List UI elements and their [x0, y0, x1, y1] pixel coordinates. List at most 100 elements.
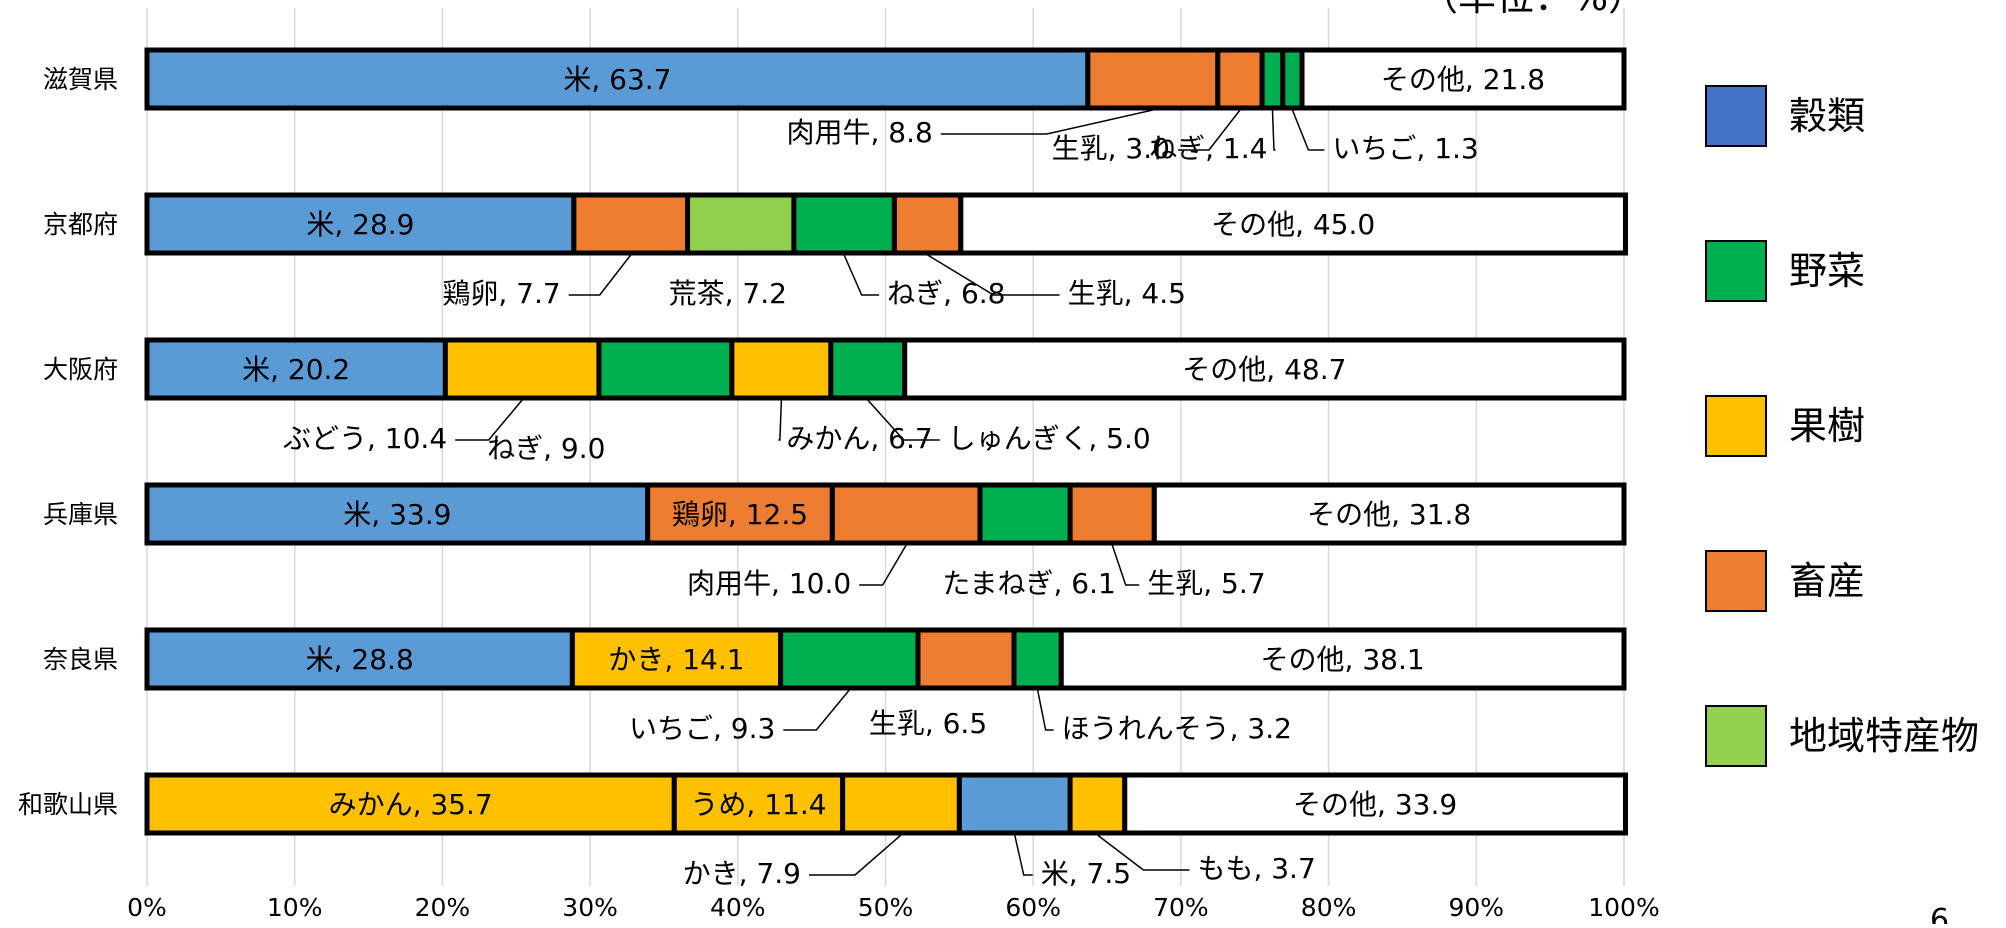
bar-segment: [791, 192, 897, 256]
bar-row: 大阪府 米, 20.2 ぶどう, 10.4 ねぎ, 9.0 みかん, 6.7 しゅんぎく,…: [43, 337, 1627, 465]
data-label: その他, 38.1: [1261, 643, 1425, 676]
legend-item: 穀類: [1705, 85, 1865, 147]
leader-line: [940, 109, 1154, 135]
legend-item: 地域特産物: [1705, 705, 1979, 767]
category-label: 京都府: [43, 210, 118, 239]
bar-segment: [571, 192, 691, 256]
data-label: かき, 7.9: [683, 857, 801, 890]
bar-segment: [442, 337, 602, 401]
data-label: ねぎ, 1.4: [1149, 132, 1267, 165]
bar-segment: [144, 337, 448, 401]
bar-segment: [1299, 47, 1627, 111]
data-label: 鶏卵, 12.5: [672, 498, 808, 531]
bar-segment: [1067, 772, 1128, 836]
unit-label: （単位：%）: [1420, 0, 1646, 19]
bar-segment: [1085, 47, 1221, 111]
legend-item: 野菜: [1705, 240, 1865, 302]
bar-segment: [596, 337, 735, 401]
leader-line: [859, 544, 907, 586]
category-label: 滋賀県: [43, 65, 118, 94]
data-label: 米, 63.7: [563, 63, 671, 96]
bar-segment: [1122, 772, 1628, 836]
x-tick-label: 20%: [415, 893, 471, 922]
bar-segment: [729, 337, 834, 401]
data-label: 米, 28.8: [306, 643, 414, 676]
bar-segment: [958, 192, 1628, 256]
legend-swatch: [1705, 705, 1767, 767]
data-label: ほうれんそう, 3.2: [1062, 712, 1292, 745]
data-label: みかん, 6.7: [786, 422, 932, 455]
bar-segment: [1067, 482, 1157, 546]
bar-segment: [915, 627, 1017, 691]
leader-line: [1177, 109, 1241, 151]
bar-segment: [1215, 47, 1265, 111]
data-label: 鶏卵, 7.7: [442, 277, 560, 310]
data-label: 荒茶, 7.2: [669, 277, 787, 310]
bar-segment: [144, 192, 577, 256]
bar-segment: [828, 337, 908, 401]
x-tick-label: 70%: [1153, 893, 1209, 922]
x-tick-label: 100%: [1588, 893, 1659, 922]
legend-swatch: [1705, 550, 1767, 612]
page-number: 6: [1930, 903, 1949, 924]
leader-line: [809, 834, 902, 876]
category-label: 奈良県: [43, 645, 118, 674]
bar-row: 奈良県 米, 28.8 かき, 14.1 いちご, 9.3 生乳, 6.5 ほうれんそう,…: [43, 627, 1627, 745]
data-label: いちご, 1.3: [1332, 132, 1478, 165]
category-label: 兵庫県: [43, 500, 118, 529]
bar-segment: [144, 47, 1091, 111]
data-label: しゅんぎく, 5.0: [948, 422, 1151, 455]
data-label: ねぎ, 6.8: [887, 277, 1005, 310]
data-label: その他, 45.0: [1211, 208, 1375, 241]
category-label: 大阪府: [43, 355, 118, 384]
legend-swatch: [1705, 240, 1767, 302]
bar-row: 滋賀県 米, 63.7 肉用牛, 8.8 生乳, 3.0ねぎ, 1.4 いちご, 1.3…: [43, 47, 1627, 165]
legend-swatch: [1705, 85, 1767, 147]
legend-swatch: [1705, 395, 1767, 457]
leader-line: [1096, 834, 1190, 871]
legend-label: 地域特産物: [1789, 714, 1979, 758]
leader-line: [843, 254, 880, 296]
x-tick-label: 50%: [858, 893, 914, 922]
data-label: 肉用牛, 10.0: [687, 567, 851, 600]
data-label: 米, 20.2: [242, 353, 350, 386]
leader-line: [783, 689, 850, 731]
legend-label: 穀類: [1789, 94, 1865, 138]
legend-label: 野菜: [1789, 249, 1865, 293]
data-label: その他, 33.9: [1293, 788, 1457, 821]
x-tick-label: 10%: [267, 893, 323, 922]
x-tick-label: 90%: [1449, 893, 1505, 922]
data-label: 生乳, 6.5: [869, 707, 987, 740]
leader-line: [927, 254, 1060, 296]
bar-segment: [778, 627, 921, 691]
x-tick-label: 60%: [1005, 893, 1061, 922]
bar-segment: [829, 482, 983, 546]
data-label: かき, 14.1: [608, 643, 744, 676]
bar-segment: [840, 772, 962, 836]
bar-segment: [1280, 47, 1305, 111]
leader-line: [1014, 834, 1033, 876]
category-label: 和歌山県: [18, 790, 118, 819]
bar-segment: [685, 192, 797, 256]
leader-line: [1111, 544, 1140, 586]
leader-line: [778, 399, 783, 441]
data-label: その他, 48.7: [1182, 353, 1346, 386]
legend-label: 果樹: [1789, 404, 1865, 448]
bar-segment: [144, 772, 677, 836]
bar-row: 兵庫県 米, 33.9 鶏卵, 12.5 肉用牛, 10.0 たまねぎ, 6.1 生乳, …: [43, 482, 1627, 600]
data-label: その他, 31.8: [1307, 498, 1471, 531]
x-tick-label: 80%: [1301, 893, 1357, 922]
leader-line: [568, 254, 632, 296]
legend-label: 畜産: [1789, 559, 1865, 603]
data-label: うめ, 11.4: [690, 788, 826, 821]
x-tick-label: 0%: [127, 893, 167, 922]
bar-segment: [956, 772, 1073, 836]
leader-line: [1036, 689, 1054, 731]
bar-segment: [977, 482, 1073, 546]
x-tick-label: 40%: [710, 893, 766, 922]
leader-line: [867, 399, 940, 441]
bar-segment: [1058, 627, 1627, 691]
data-label: 生乳, 5.7: [1147, 567, 1265, 600]
